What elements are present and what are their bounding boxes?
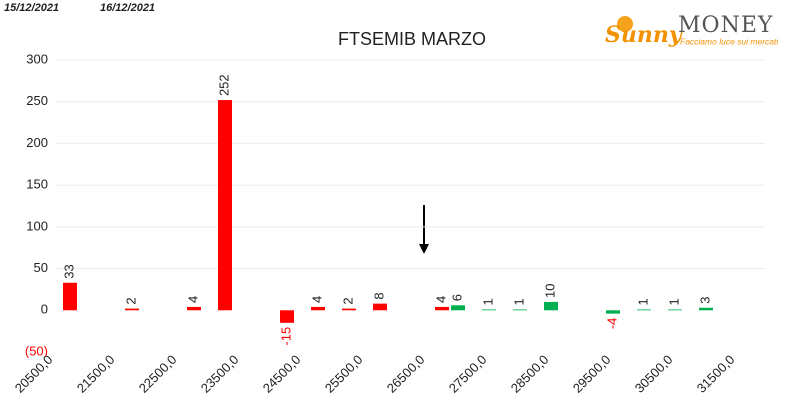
data-label: -4: [604, 318, 619, 330]
x-tick-label: 22500,0: [136, 352, 180, 396]
data-label: 8: [371, 292, 386, 299]
bar: [342, 308, 356, 311]
logo-tagline: Facciamo luce sui mercati: [680, 36, 779, 46]
bar: [482, 309, 496, 311]
x-tick-label: 28500,0: [508, 352, 552, 396]
y-tick-label: 200: [26, 135, 48, 150]
logo-sun: [617, 16, 633, 32]
x-tick-label: 21500,0: [74, 352, 118, 396]
bar: [311, 306, 325, 311]
y-tick-label: 250: [26, 93, 48, 108]
data-label: 2: [340, 297, 355, 304]
data-label: 1: [635, 298, 650, 305]
y-tick-label: 50: [34, 260, 48, 275]
data-label: 1: [511, 298, 526, 305]
y-tick-label: 150: [26, 177, 48, 192]
bar: [373, 303, 387, 311]
data-label: 10: [542, 283, 557, 297]
data-label: 6: [449, 294, 464, 301]
y-tick-label: 0: [41, 302, 48, 317]
y-tick-label: 300: [26, 51, 48, 66]
data-label: 1: [666, 298, 681, 305]
bar: [637, 309, 651, 311]
x-tick-label: 26500,0: [384, 352, 428, 396]
x-tick-label: 25500,0: [322, 352, 366, 396]
arrow: [419, 205, 429, 254]
data-label: -15: [278, 327, 293, 346]
x-tick-label: 29500,0: [570, 352, 614, 396]
x-tick-label: 20500,0: [12, 352, 56, 396]
x-tick-label: 23500,0: [198, 352, 242, 396]
y-tick-label: 100: [26, 218, 48, 233]
chart-title: FTSEMIB MARZO: [338, 29, 486, 49]
bar: [668, 309, 682, 311]
data-label: 2: [123, 297, 138, 304]
logo-brand: MONEY: [678, 13, 773, 38]
bar: [451, 305, 465, 311]
bar: [606, 310, 620, 314]
bar: [187, 306, 201, 311]
x-tick-label: 27500,0: [446, 352, 490, 396]
bar: [435, 306, 449, 311]
bar: [125, 308, 139, 311]
bar: [280, 310, 294, 323]
bar: [544, 301, 558, 311]
data-label: 252: [216, 74, 231, 96]
data-label: 4: [433, 296, 448, 303]
data-label: 1: [480, 298, 495, 305]
y-tick-label: (50): [25, 343, 48, 358]
date: 16/12/2021: [100, 2, 155, 14]
bar: [513, 309, 527, 311]
logo-name: Sunny: [605, 22, 684, 48]
x-tick-label: 30500,0: [632, 352, 676, 396]
data-label: 3: [697, 297, 712, 304]
bar: [218, 100, 232, 311]
x-tick-label: 31500,0: [694, 352, 738, 396]
data-label: 33: [61, 264, 76, 278]
date: 15/12/2021: [4, 2, 59, 14]
logo: Sunny MONEY Facciamo luce sui mercati: [605, 13, 779, 48]
bar: [699, 307, 713, 311]
arrow-head: [419, 244, 429, 254]
x-tick-label: 24500,0: [260, 352, 304, 396]
bar: [63, 282, 77, 311]
data-label: 4: [309, 296, 324, 303]
data-label: 4: [185, 296, 200, 303]
